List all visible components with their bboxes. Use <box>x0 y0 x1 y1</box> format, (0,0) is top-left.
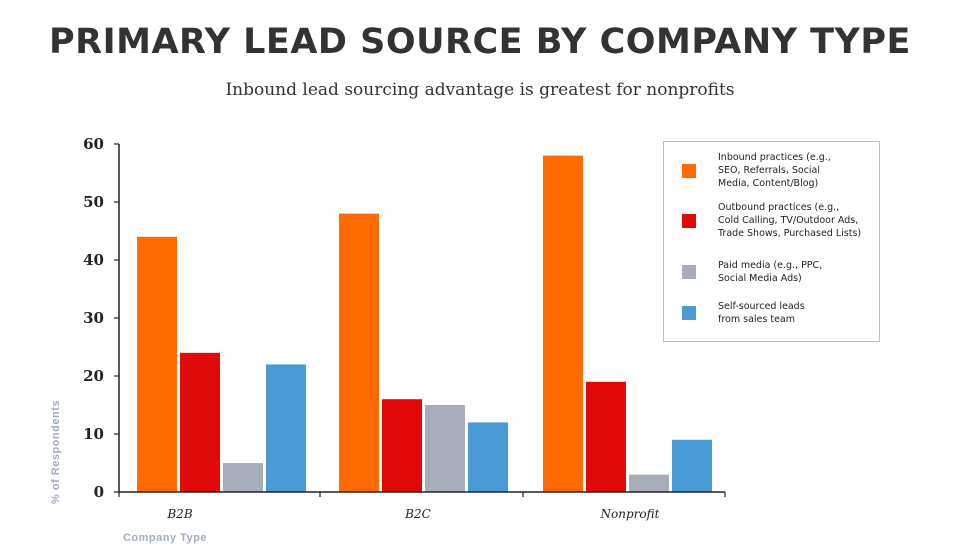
bar <box>425 405 465 492</box>
legend-swatch <box>682 265 696 279</box>
legend-label-line: Self-sourced leads <box>718 301 805 312</box>
legend-swatch <box>682 306 696 320</box>
legend-label: Paid media (e.g., PPC, Social Media Ads) <box>718 259 878 285</box>
bar <box>629 474 669 492</box>
legend-label-line: from sales team <box>718 314 795 325</box>
bar <box>266 364 306 492</box>
y-tick-label: 50 <box>83 193 104 211</box>
bar <box>180 352 220 492</box>
x-tick-label: B2B <box>166 507 192 521</box>
legend-label-line: Inbound practices (e.g., <box>718 152 831 163</box>
bar <box>543 155 583 492</box>
x-axis-label: Company Type <box>123 532 207 544</box>
legend-label: Inbound practices (e.g., SEO, Referrals, … <box>718 151 878 190</box>
legend-label-line: Media, Content/Blog) <box>718 178 819 189</box>
y-axis-ticks: 0 10 20 30 40 50 60 <box>83 135 119 501</box>
y-tick-label: 10 <box>83 425 104 443</box>
bar <box>672 439 712 492</box>
bars <box>137 155 712 492</box>
bar <box>223 463 263 492</box>
y-axis-label: % of Respondents <box>50 400 62 504</box>
legend-label-line: Paid media (e.g., PPC, <box>718 260 823 271</box>
legend-swatch <box>682 163 696 178</box>
x-tick-label: B2C <box>404 507 431 521</box>
legend: Inbound practices (e.g., SEO, Referrals, … <box>663 141 880 342</box>
legend-label-line: Social Media Ads) <box>718 273 802 284</box>
bar <box>468 422 508 492</box>
y-tick-label: 30 <box>83 309 104 327</box>
legend-label-line: Cold Calling, TV/Outdoor Ads, <box>718 215 859 226</box>
x-axis-ticks: B2B B2C Nonprofit <box>166 507 659 521</box>
bar <box>137 236 177 492</box>
y-tick-label: 20 <box>83 367 104 385</box>
legend-label: Self-sourced leads from sales team <box>718 300 878 326</box>
legend-label: Outbound practices (e.g., Cold Calling, T… <box>718 201 878 240</box>
chart-subtitle: Inbound lead sourcing advantage is great… <box>225 80 735 100</box>
bar <box>339 213 379 492</box>
y-tick-label: 0 <box>94 483 104 501</box>
y-tick-label: 40 <box>83 251 104 269</box>
chart-title: PRIMARY LEAD SOURCE BY COMPANY TYPE <box>49 22 911 62</box>
legend-swatch <box>682 213 696 228</box>
axes <box>118 144 726 497</box>
bar <box>382 399 422 492</box>
legend-label-line: Outbound practices (e.g., <box>718 202 840 213</box>
bar <box>586 381 626 492</box>
y-tick-label: 60 <box>83 135 104 153</box>
legend-label-line: Trade Shows, Purchased Lists) <box>718 228 862 239</box>
x-tick-label: Nonprofit <box>600 507 660 521</box>
legend-label-line: SEO, Referrals, Social <box>718 165 821 176</box>
